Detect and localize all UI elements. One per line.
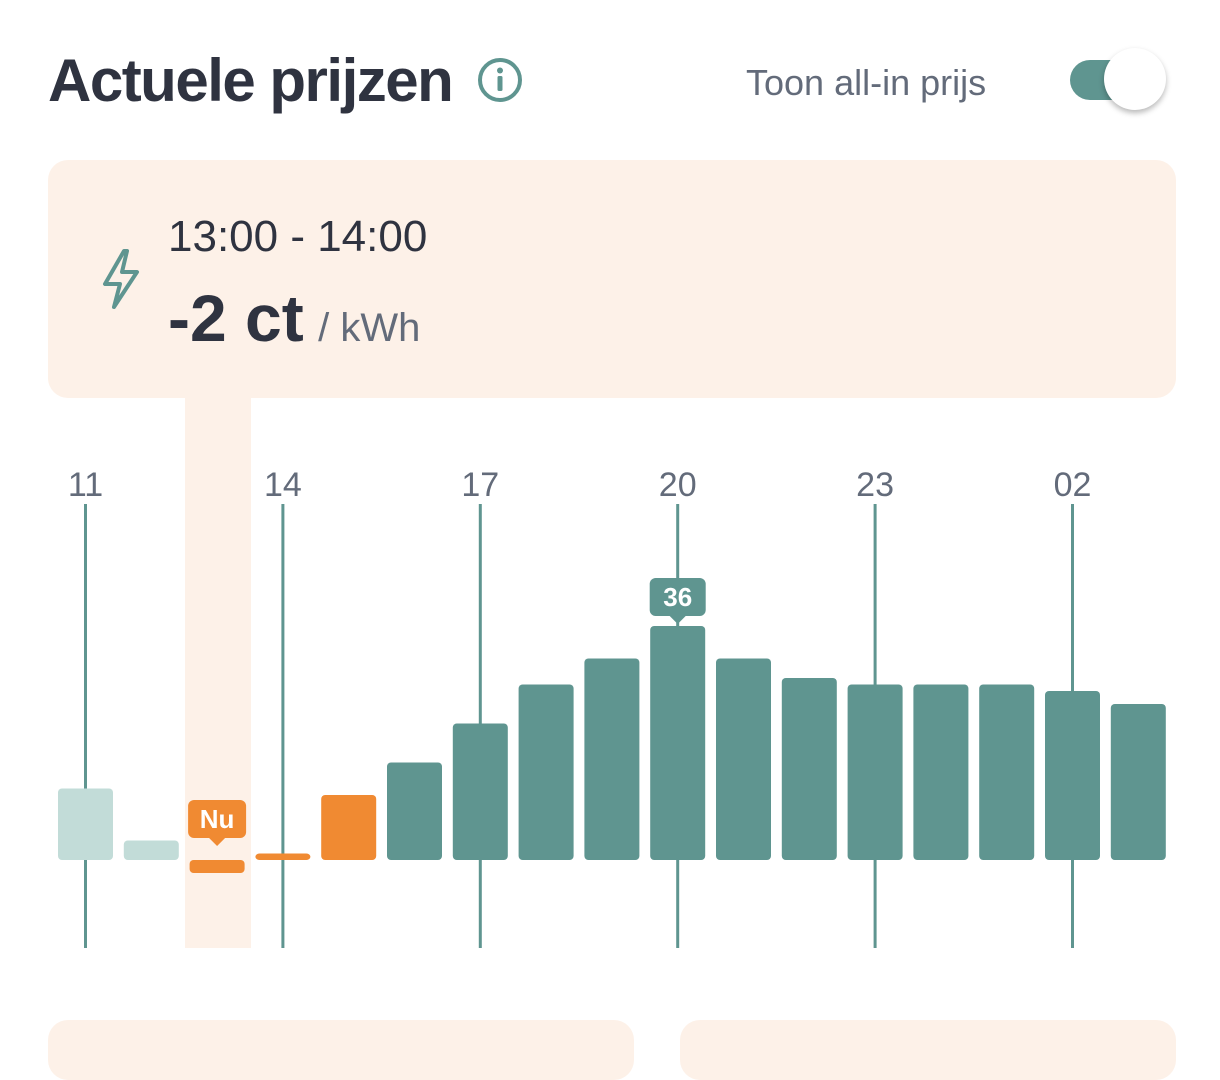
price-bar[interactable] [387,762,442,861]
current-time-range: 13:00 - 14:00 [168,212,428,261]
bottom-card-left [48,1020,634,1080]
tick-label: 11 [68,466,103,504]
now-tag-label: Nu [200,804,235,834]
price-bar[interactable] [518,684,574,861]
price-bar[interactable] [58,788,113,861]
current-price-card: 13:00 - 14:00 -2 ct / kWh [48,160,1176,398]
tick-label: 17 [461,466,499,504]
bottom-card-right [680,1020,1176,1080]
price-bar[interactable] [1110,704,1166,860]
price-unit: / kWh [318,306,421,350]
price-bar[interactable] [123,840,179,861]
lightning-bolt-icon [103,249,139,309]
price-bar[interactable] [847,684,903,861]
price-bar[interactable] [584,658,640,861]
info-circle-icon[interactable] [476,56,524,104]
price-bar[interactable] [1045,691,1100,860]
tick-label: 23 [856,466,894,504]
all-in-price-label: Toon all-in prijs [746,62,987,103]
peak-tag-pointer [669,616,686,624]
all-in-price-toggle[interactable] [1070,48,1166,110]
peak-tag-box [649,578,706,616]
current-hour-highlight [185,398,251,948]
peak-tag-label: 36 [663,582,692,612]
price-bar[interactable] [255,853,311,861]
current-price-value: -2 ct [168,281,304,355]
price-bar[interactable] [781,678,837,860]
tick-label: 14 [264,466,302,504]
tick-label: 02 [1054,466,1092,504]
price-bar[interactable] [716,658,771,861]
now-tag-box [188,800,247,838]
price-bar[interactable] [452,723,508,861]
current-price-row: -2 ct / kWh [168,280,420,356]
price-chart: 11 14 17 20 23 02 36 Nu [58,466,1166,948]
price-bar[interactable] [189,860,245,873]
header: Actuele prijzen Toon all-in prijs [48,40,1178,130]
toggle-knob[interactable] [1104,48,1166,110]
price-bar[interactable] [979,684,1035,861]
price-bar[interactable] [321,795,377,860]
tick-label: 20 [659,466,697,504]
price-bar[interactable] [650,626,706,860]
price-bar[interactable] [913,684,969,861]
page-title: Actuele prijzen [48,47,454,114]
now-tag-pointer [209,838,226,846]
